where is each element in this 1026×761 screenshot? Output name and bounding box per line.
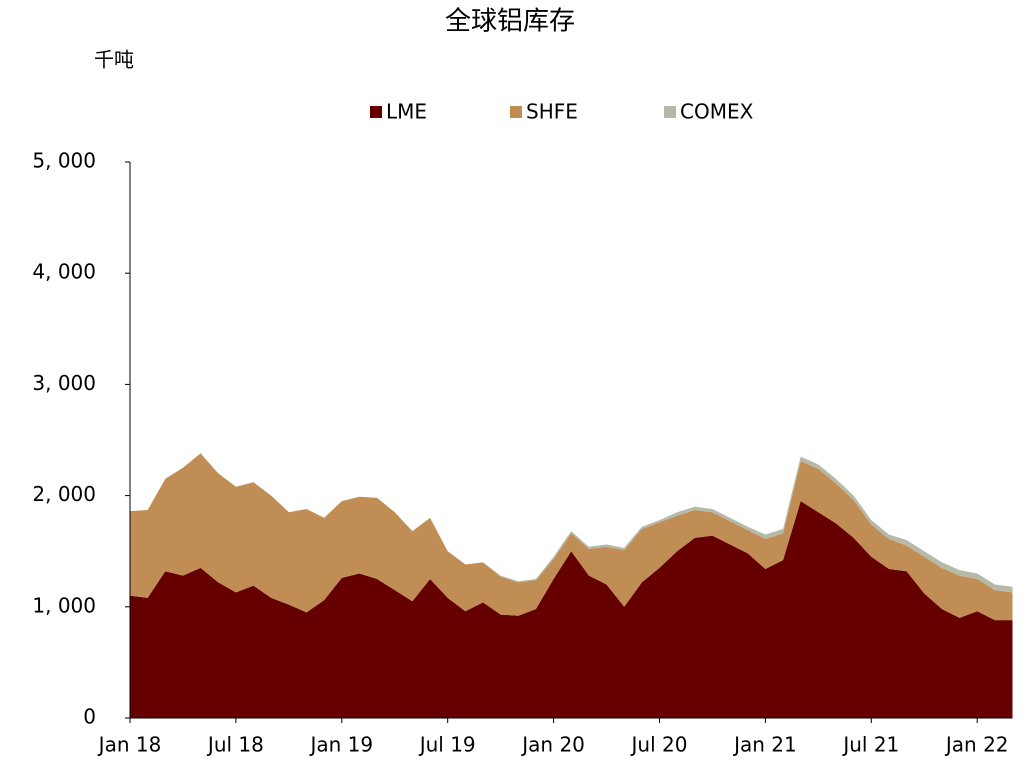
legend-swatch	[510, 106, 522, 118]
x-tick-label: Jul 18	[206, 733, 264, 757]
y-axis-label: 千吨	[94, 48, 134, 72]
y-tick-label: 2, 000	[32, 482, 96, 506]
x-tick-label: Jan 20	[520, 733, 585, 757]
legend-swatch	[664, 106, 676, 118]
legend-label: COMEX	[680, 100, 754, 124]
y-tick-label: 5, 000	[32, 149, 96, 173]
area	[130, 453, 1013, 621]
x-tick-label: Jan 22	[944, 733, 1009, 757]
x-tick-label: Jul 21	[841, 733, 899, 757]
x-tick-label: Jan 19	[308, 733, 373, 757]
area	[130, 501, 1013, 718]
y-tick-label: 3, 000	[32, 371, 96, 395]
x-tick-label: Jul 19	[418, 733, 476, 757]
legend-swatch	[370, 106, 382, 118]
x-tick-label: Jul 20	[630, 733, 688, 757]
y-tick-label: 0	[83, 705, 96, 729]
x-tick-label: Jan 21	[732, 733, 797, 757]
legend-label: LME	[386, 100, 427, 124]
y-tick-label: 4, 000	[32, 260, 96, 284]
x-tick-label: Jan 18	[97, 733, 162, 757]
y-tick-label: 1, 000	[32, 593, 96, 617]
legend-label: SHFE	[526, 100, 578, 124]
chart-title: 全球铝库存	[445, 7, 575, 37]
